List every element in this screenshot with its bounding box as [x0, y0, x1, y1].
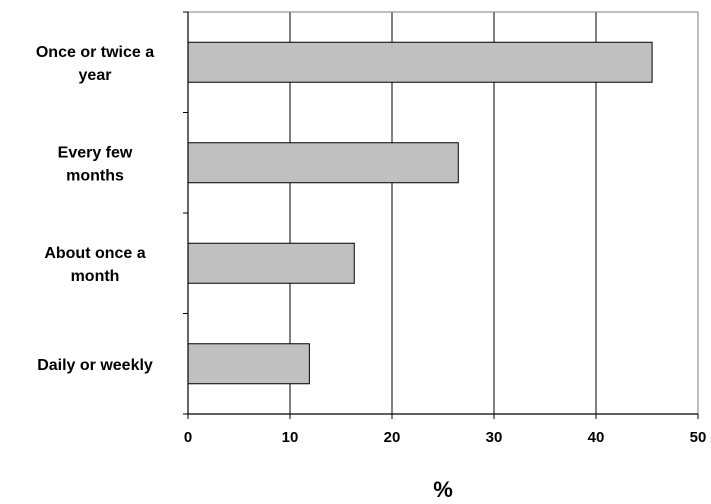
x-tick-label: 40: [588, 429, 605, 446]
x-tick-label: 20: [384, 429, 401, 446]
bar: [187, 142, 459, 184]
x-tick-label: 10: [282, 429, 299, 446]
category-label: About once a: [44, 245, 145, 262]
bar: [187, 41, 653, 83]
x-tick-label: 30: [486, 429, 503, 446]
category-label: months: [66, 167, 124, 184]
category-label: Every few: [58, 144, 133, 161]
bar: [187, 343, 310, 385]
category-label: Once or twice a: [36, 44, 154, 61]
bar: [187, 242, 355, 284]
x-tick-label: 50: [690, 429, 707, 446]
x-axis: 0 10 20 30 40 50: [184, 413, 707, 446]
x-tick-label: 0: [184, 429, 192, 446]
category-label: month: [71, 268, 120, 285]
category-label: year: [79, 67, 112, 84]
category-label: Daily or weekly: [37, 357, 153, 374]
bars: [187, 41, 653, 385]
y-axis: Once or twice a year Every few months About …: [36, 11, 189, 415]
x-axis-title: %: [433, 477, 453, 502]
